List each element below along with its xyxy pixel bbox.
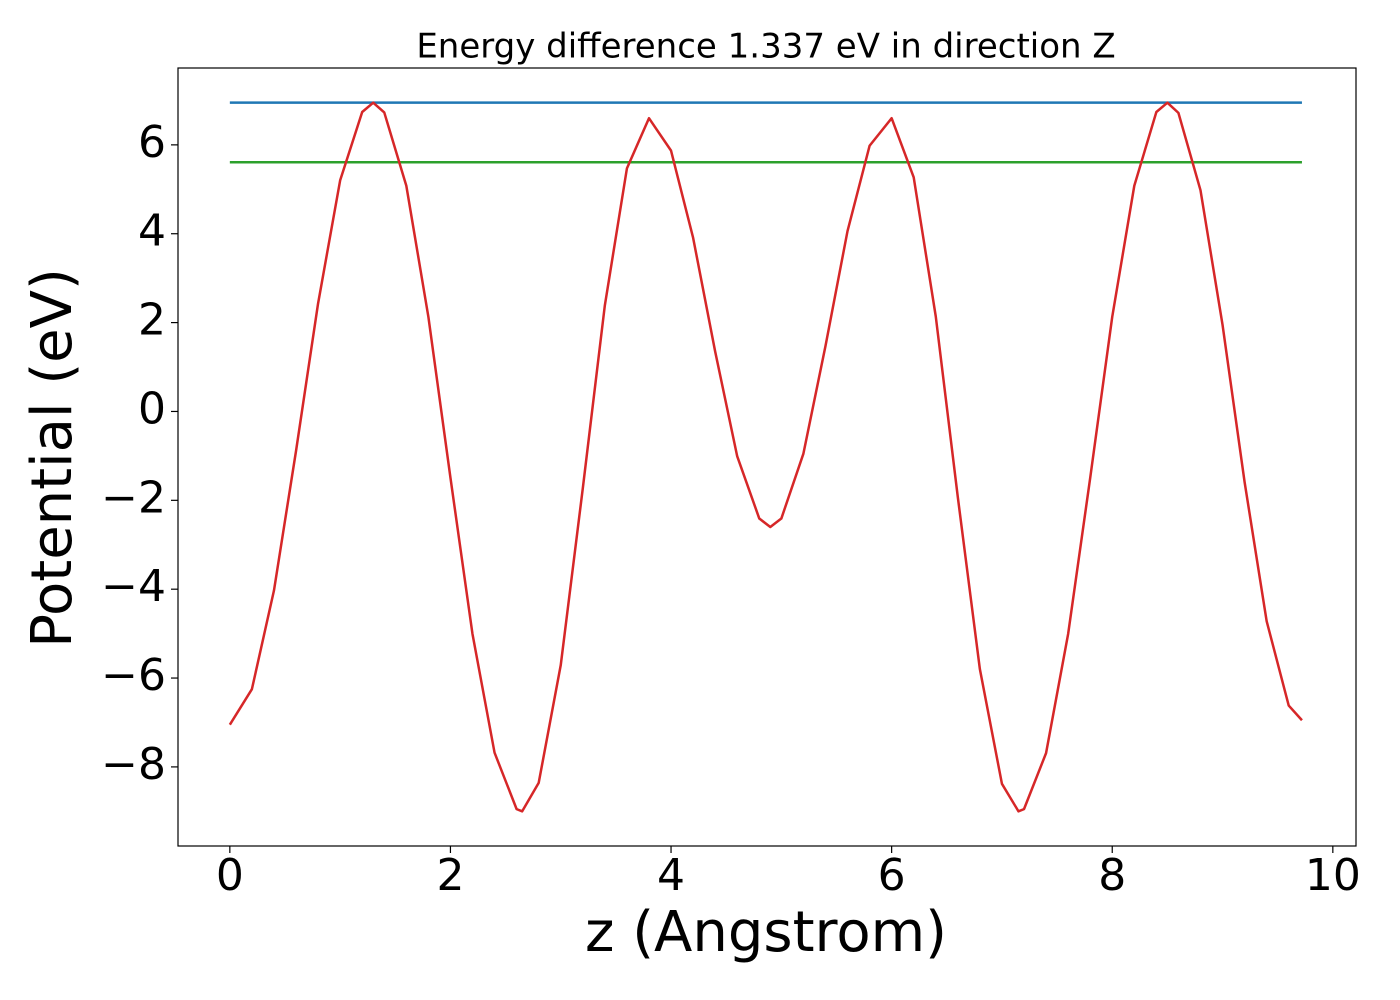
x-tick-label: 10 bbox=[1305, 850, 1361, 901]
y-tick-label: 4 bbox=[138, 206, 166, 257]
chart-title: Energy difference 1.337 eV in direction … bbox=[416, 27, 1115, 67]
y-axis-label: Potential (eV) bbox=[20, 268, 85, 648]
y-tick-label: 0 bbox=[138, 383, 166, 434]
data-line bbox=[228, 101, 1303, 813]
y-tick-label: −2 bbox=[101, 472, 166, 523]
y-tick-label: −6 bbox=[101, 650, 166, 701]
plot-frame bbox=[177, 67, 1357, 847]
x-tick-label: 2 bbox=[436, 850, 464, 901]
y-tick-label: −4 bbox=[101, 561, 166, 612]
y-tick-label: 6 bbox=[138, 117, 166, 168]
x-tick-label: 8 bbox=[1098, 850, 1126, 901]
x-tick-label: 0 bbox=[216, 850, 244, 901]
x-tick-label: 4 bbox=[657, 850, 685, 901]
y-tick-label: 2 bbox=[138, 295, 166, 346]
y-tick-label: −8 bbox=[101, 739, 166, 790]
x-tick-label: 6 bbox=[878, 850, 906, 901]
x-axis-label: z (Angstrom) bbox=[585, 900, 947, 965]
